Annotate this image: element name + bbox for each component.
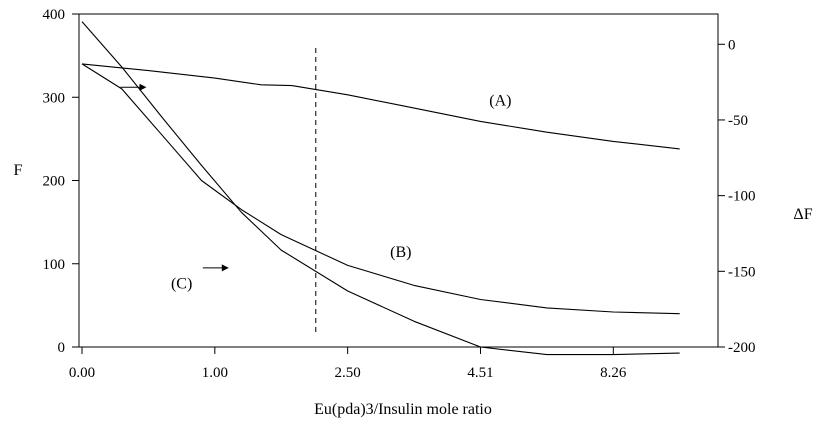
arrow-head-icon [139,83,147,91]
y-left-axis-ticks: 0 100 200 300 400 [43,7,79,356]
x-tick-label: 8.26 [600,365,627,381]
x-tick-label: 0.00 [69,365,95,381]
y-right-tick-label: -200 [728,340,756,356]
curve-labels: (A) (B) (C) [171,93,512,293]
y-left-tick-label: 300 [43,90,66,106]
annotations [120,83,229,272]
x-tick-label: 2.50 [335,365,361,381]
y-right-tick-label: -100 [728,189,756,205]
x-tick-label: 4.51 [467,365,493,381]
y-right-axis-ticks: 0 -50 -100 -150 -200 [718,37,756,356]
x-axis-ticks: 0.00 1.00 2.50 4.51 8.26 [69,347,627,381]
y-left-tick-label: 400 [43,7,66,23]
y-left-tick-label: 200 [43,174,66,190]
y-right-tick-label: -150 [728,264,756,280]
x-tick-label: 1.00 [202,365,228,381]
plot-frame [78,13,719,348]
curve-label-b: (B) [390,244,411,261]
y-left-tick-label: 100 [43,257,66,273]
y-right-tick-label: 0 [728,37,736,53]
y-right-tick-label: -50 [728,113,748,129]
series-line-b [81,21,680,356]
y-left-axis-title: F [14,162,23,179]
y-left-tick-label: 0 [58,340,66,356]
arrow-head-icon [221,264,229,272]
series-line-a [81,63,680,150]
x-axis-title: Eu(pda)3/Insulin mole ratio [314,401,492,418]
curve-label-c: (C) [171,276,192,293]
series-layer [81,21,680,356]
curve-label-a: (A) [489,93,511,110]
plot-border [78,13,719,348]
series-line-c [81,63,680,315]
y-right-axis-title: ΔF [793,206,812,223]
